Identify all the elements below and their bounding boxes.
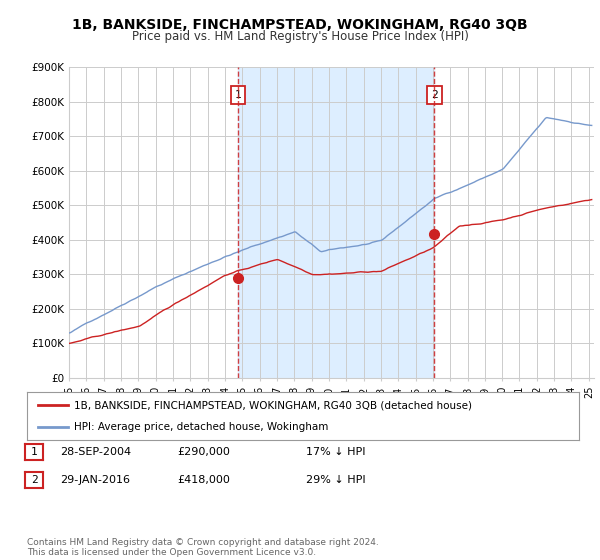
Text: 1: 1 xyxy=(235,90,241,100)
Text: 2: 2 xyxy=(431,90,437,100)
Text: Contains HM Land Registry data © Crown copyright and database right 2024.
This d: Contains HM Land Registry data © Crown c… xyxy=(27,538,379,557)
Text: 1B, BANKSIDE, FINCHAMPSTEAD, WOKINGHAM, RG40 3QB (detached house): 1B, BANKSIDE, FINCHAMPSTEAD, WOKINGHAM, … xyxy=(74,400,472,410)
Text: 1B, BANKSIDE, FINCHAMPSTEAD, WOKINGHAM, RG40 3QB: 1B, BANKSIDE, FINCHAMPSTEAD, WOKINGHAM, … xyxy=(72,18,528,32)
Text: 1: 1 xyxy=(31,447,38,457)
Text: 2: 2 xyxy=(31,475,38,485)
Bar xyxy=(238,67,434,378)
Text: 29% ↓ HPI: 29% ↓ HPI xyxy=(306,475,365,485)
Text: 28-SEP-2004: 28-SEP-2004 xyxy=(60,447,131,457)
Text: Price paid vs. HM Land Registry's House Price Index (HPI): Price paid vs. HM Land Registry's House … xyxy=(131,30,469,43)
Text: £418,000: £418,000 xyxy=(177,475,230,485)
Text: £290,000: £290,000 xyxy=(177,447,230,457)
Text: 17% ↓ HPI: 17% ↓ HPI xyxy=(306,447,365,457)
Text: HPI: Average price, detached house, Wokingham: HPI: Average price, detached house, Woki… xyxy=(74,422,328,432)
Text: 29-JAN-2016: 29-JAN-2016 xyxy=(60,475,130,485)
